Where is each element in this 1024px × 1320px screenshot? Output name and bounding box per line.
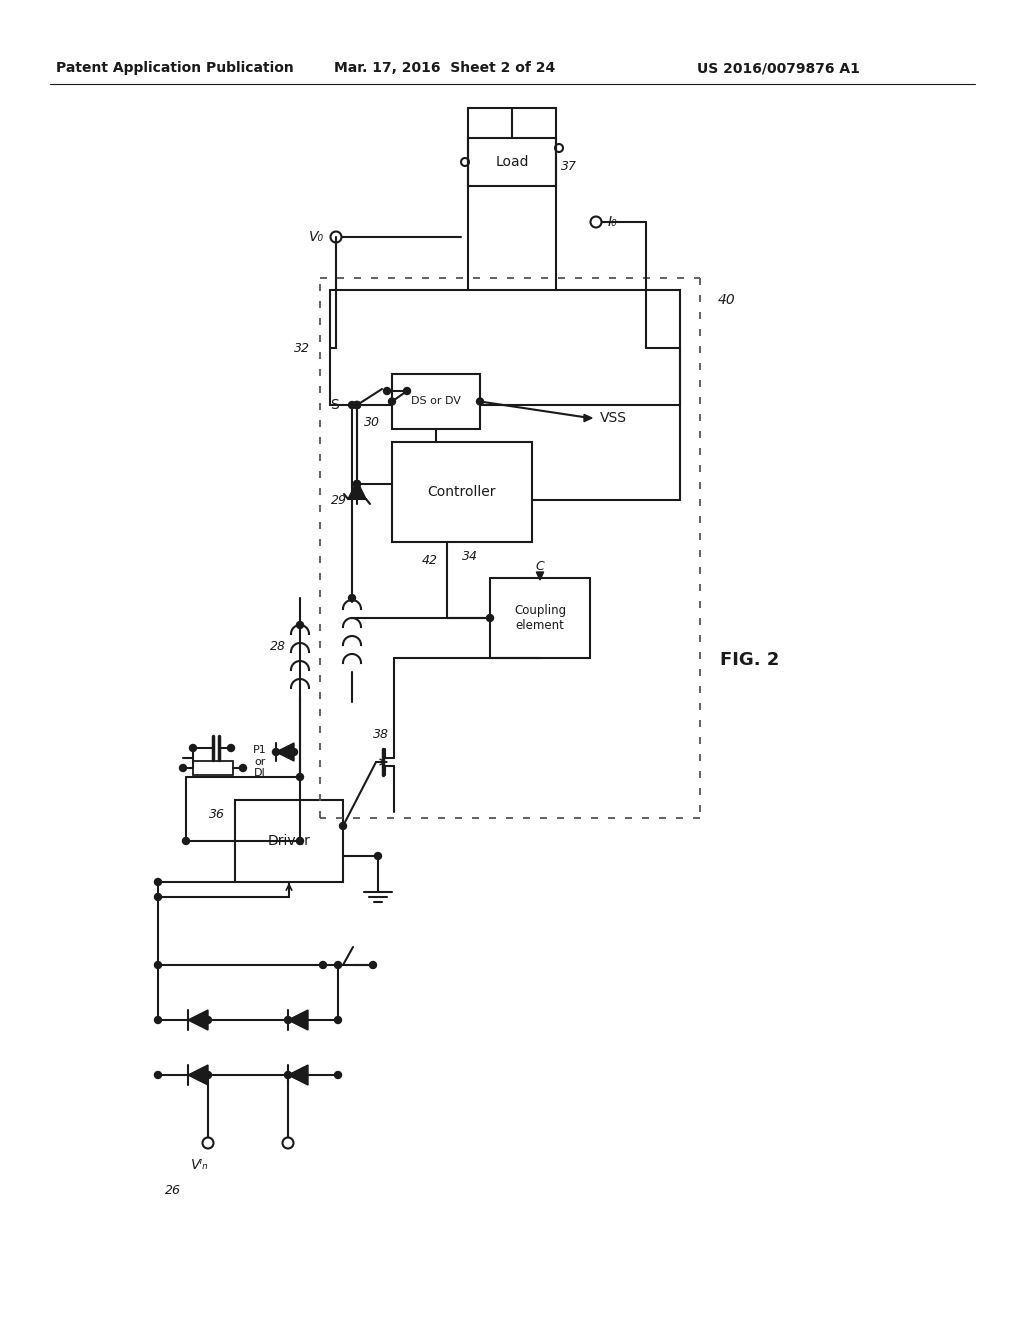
Text: 37: 37 xyxy=(561,161,577,173)
Circle shape xyxy=(297,622,303,628)
Text: 40: 40 xyxy=(718,293,736,308)
Circle shape xyxy=(227,744,234,751)
Circle shape xyxy=(155,894,162,900)
Bar xyxy=(392,442,532,543)
Bar xyxy=(330,290,680,405)
Text: V₀: V₀ xyxy=(309,230,324,244)
Text: I₀: I₀ xyxy=(608,215,617,228)
Polygon shape xyxy=(348,480,366,499)
Text: P1
or: P1 or xyxy=(253,746,267,767)
Circle shape xyxy=(155,961,162,969)
Circle shape xyxy=(205,1016,212,1023)
Circle shape xyxy=(319,961,327,969)
Circle shape xyxy=(403,388,411,395)
Polygon shape xyxy=(288,1065,308,1085)
Text: 30: 30 xyxy=(364,417,380,429)
Text: 38: 38 xyxy=(373,727,389,741)
Polygon shape xyxy=(288,1010,308,1030)
Text: Load: Load xyxy=(496,154,528,169)
Text: C: C xyxy=(536,560,545,573)
Circle shape xyxy=(285,1072,292,1078)
Circle shape xyxy=(353,401,360,408)
Circle shape xyxy=(375,853,382,859)
Bar xyxy=(392,374,480,429)
Circle shape xyxy=(155,879,162,886)
Circle shape xyxy=(335,961,341,969)
Circle shape xyxy=(205,1072,212,1078)
Circle shape xyxy=(297,837,303,845)
Circle shape xyxy=(182,837,189,845)
Polygon shape xyxy=(584,414,592,421)
Circle shape xyxy=(353,401,360,408)
Circle shape xyxy=(353,480,360,487)
Text: DI: DI xyxy=(254,768,266,777)
Circle shape xyxy=(486,615,494,622)
Circle shape xyxy=(353,401,360,408)
Text: Vᴵₙ: Vᴵₙ xyxy=(191,1158,209,1172)
Polygon shape xyxy=(188,1065,208,1085)
Text: 42: 42 xyxy=(422,553,438,566)
Text: Driver: Driver xyxy=(267,834,310,847)
Text: Patent Application Publication: Patent Application Publication xyxy=(56,61,294,75)
Text: Controller: Controller xyxy=(428,484,497,499)
Circle shape xyxy=(189,744,197,751)
Circle shape xyxy=(348,594,355,602)
Circle shape xyxy=(179,764,186,771)
Circle shape xyxy=(240,764,247,771)
Text: 29: 29 xyxy=(331,494,347,507)
Circle shape xyxy=(353,480,360,487)
Circle shape xyxy=(370,961,377,969)
Circle shape xyxy=(272,748,280,755)
Polygon shape xyxy=(537,572,544,579)
Circle shape xyxy=(388,399,395,405)
Circle shape xyxy=(348,401,355,408)
Text: DS or DV: DS or DV xyxy=(411,396,461,407)
Circle shape xyxy=(285,1016,292,1023)
Text: 34: 34 xyxy=(462,549,478,562)
Bar xyxy=(234,800,343,882)
Text: 26: 26 xyxy=(165,1184,181,1196)
Circle shape xyxy=(335,1072,341,1078)
Bar xyxy=(468,139,556,186)
Text: FIG. 2: FIG. 2 xyxy=(720,651,779,669)
Bar xyxy=(193,762,233,775)
Polygon shape xyxy=(188,1010,208,1030)
Text: VSS: VSS xyxy=(600,411,627,425)
Circle shape xyxy=(297,774,303,780)
Text: 28: 28 xyxy=(270,640,286,653)
Text: Coupling
element: Coupling element xyxy=(514,605,566,632)
Bar xyxy=(490,578,590,657)
Text: Mar. 17, 2016  Sheet 2 of 24: Mar. 17, 2016 Sheet 2 of 24 xyxy=(335,61,556,75)
Circle shape xyxy=(155,1072,162,1078)
Text: 32: 32 xyxy=(294,342,310,355)
Circle shape xyxy=(291,748,298,755)
Text: S: S xyxy=(331,399,339,412)
Text: 36: 36 xyxy=(209,808,225,821)
Circle shape xyxy=(384,388,390,395)
Circle shape xyxy=(340,822,346,829)
Polygon shape xyxy=(276,743,294,762)
Circle shape xyxy=(476,399,483,405)
Circle shape xyxy=(335,1016,341,1023)
Text: US 2016/0079876 A1: US 2016/0079876 A1 xyxy=(696,61,859,75)
Circle shape xyxy=(155,1016,162,1023)
